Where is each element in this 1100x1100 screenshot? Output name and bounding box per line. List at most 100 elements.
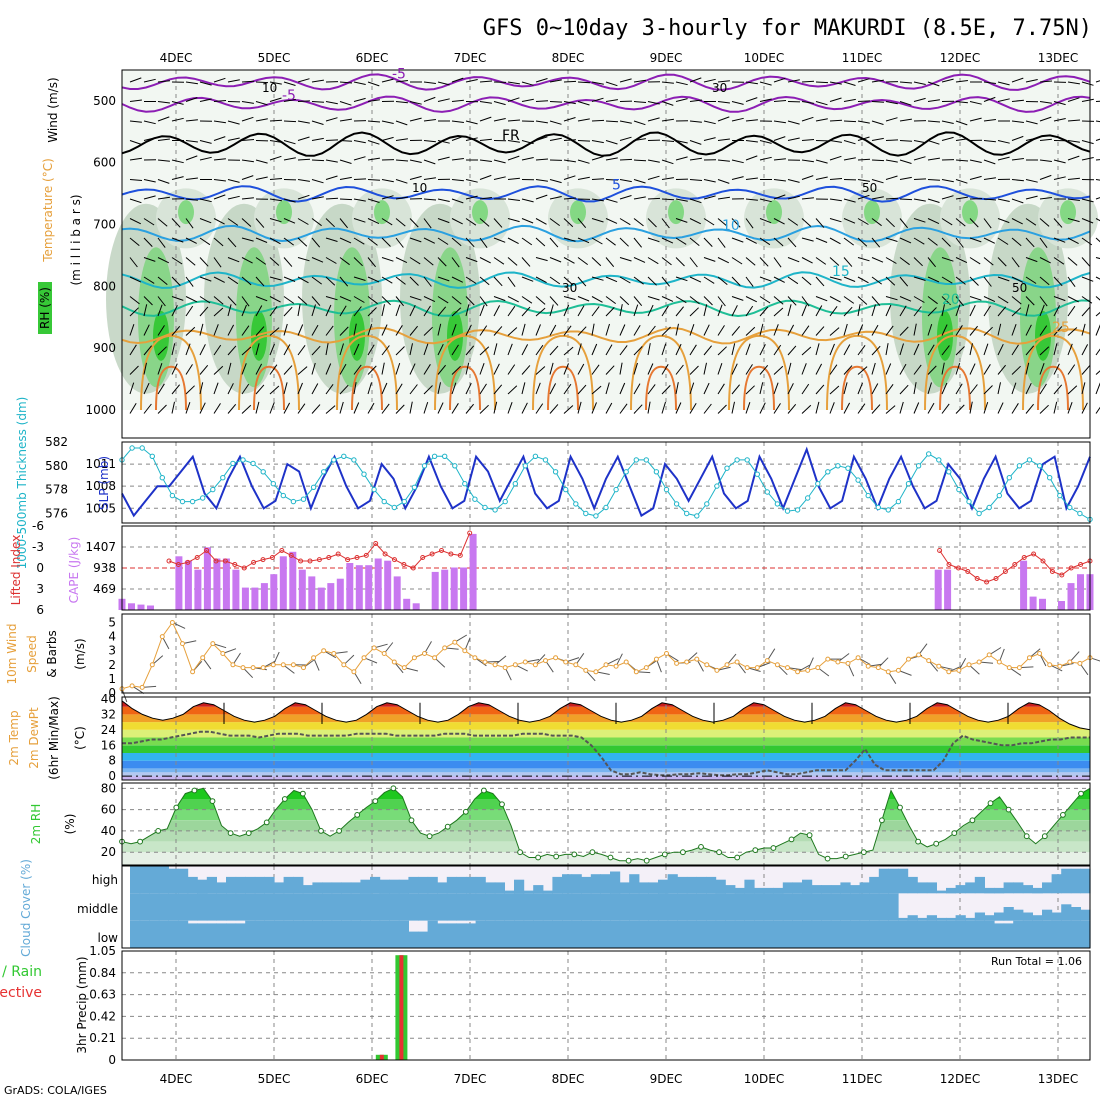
wind-barb xyxy=(437,198,450,202)
wind-point xyxy=(936,663,942,669)
wind-barb xyxy=(227,195,240,200)
wind-point xyxy=(553,655,559,661)
wind-barb xyxy=(871,196,884,200)
wind-barb xyxy=(1067,364,1076,375)
wind-barb xyxy=(941,345,950,356)
thickness-point xyxy=(573,501,579,507)
wind-barb xyxy=(1095,276,1100,280)
cloud-bar xyxy=(331,882,342,894)
wind-point xyxy=(906,656,911,662)
wind-barb xyxy=(297,158,311,161)
cloud-bar xyxy=(898,917,909,921)
wind-point xyxy=(805,667,811,673)
wind-barb xyxy=(801,257,813,264)
wind-barb xyxy=(871,79,884,83)
frame-layer xyxy=(121,69,1091,1061)
wind-barb xyxy=(633,237,642,248)
wind-barb xyxy=(409,363,416,375)
wind-barb xyxy=(703,345,712,356)
thickness-point xyxy=(714,483,720,489)
cape-bar xyxy=(270,574,278,610)
wind-barb xyxy=(801,304,807,317)
warm-isotherm xyxy=(140,334,202,411)
wind-barb xyxy=(661,363,669,375)
thickness-point xyxy=(300,496,307,502)
wind-barb xyxy=(787,195,800,200)
wind-barb xyxy=(395,138,408,141)
thickness-point xyxy=(764,489,770,495)
wind-barb xyxy=(339,237,352,244)
thickness-point xyxy=(835,463,841,469)
wind-barb xyxy=(339,257,350,266)
wind-barb xyxy=(143,120,156,125)
wind-barb xyxy=(493,176,506,180)
surface-gap xyxy=(122,410,1090,438)
wind-barb xyxy=(857,179,870,182)
cloud-bar xyxy=(1042,920,1053,948)
cloud-bar xyxy=(283,920,294,948)
cape-bar xyxy=(317,587,325,610)
cloud-bar xyxy=(1013,882,1024,894)
wind-barb xyxy=(1053,176,1066,180)
thickness-point xyxy=(905,481,912,487)
cloud-bar xyxy=(859,882,870,894)
wind-barb xyxy=(983,401,989,414)
wind-barb xyxy=(927,307,937,317)
wind-barb xyxy=(311,296,321,306)
wind-barb xyxy=(689,324,695,336)
wind-barb xyxy=(521,157,534,161)
cloud-bar xyxy=(418,931,429,948)
wind-point xyxy=(543,658,548,664)
cloud-bar xyxy=(197,923,208,948)
precip-tick: 1.05 xyxy=(89,944,116,958)
precip-conv-bar xyxy=(399,955,404,1060)
wind-barb xyxy=(1095,218,1100,222)
wind-barb xyxy=(549,404,559,414)
wind-barb xyxy=(1095,324,1100,336)
wind-barb xyxy=(703,120,716,125)
wind-barb xyxy=(185,326,196,336)
wind-barb xyxy=(255,401,260,414)
wind-barb xyxy=(997,276,1010,282)
wind-barb xyxy=(871,324,879,336)
thickness-point xyxy=(189,498,196,505)
wind-barb xyxy=(871,296,881,306)
wind-barb xyxy=(647,296,660,301)
wind-barb xyxy=(717,179,730,184)
wind-barb xyxy=(143,78,156,83)
precip-tick: 0.21 xyxy=(89,1031,116,1045)
thickness-point xyxy=(341,453,347,459)
rh-point xyxy=(698,844,704,850)
cloud-bar xyxy=(206,876,217,894)
cloud-level-label: high xyxy=(92,873,118,887)
wind-barb xyxy=(521,237,533,246)
wind-barb xyxy=(521,382,526,395)
li-point xyxy=(1002,569,1008,574)
cloud-bar xyxy=(1032,920,1043,948)
isotherm-line xyxy=(121,326,1091,345)
cloud-bar xyxy=(955,920,966,948)
wind-barb xyxy=(913,97,926,102)
wind-barb xyxy=(1025,218,1037,226)
wind-tick: 2 xyxy=(108,658,116,672)
cloud-bar xyxy=(245,893,256,921)
wind-barb xyxy=(339,296,352,302)
wind-barb xyxy=(507,81,520,85)
precip-conv-bar xyxy=(379,1054,384,1060)
wind-barb xyxy=(213,344,222,356)
wind-barb xyxy=(661,81,674,84)
wind-point xyxy=(482,659,488,665)
wind-barb xyxy=(885,117,898,122)
wind-barb xyxy=(675,98,688,102)
wind-barb xyxy=(885,384,894,395)
thickness-point xyxy=(754,471,760,477)
rh-point xyxy=(860,849,867,856)
wind-barb xyxy=(689,382,695,395)
wind-barb xyxy=(857,324,864,336)
cloud-bar xyxy=(302,920,313,948)
wind-barb xyxy=(1039,296,1048,307)
cape-bar xyxy=(1077,574,1084,610)
wind-barb xyxy=(423,276,432,287)
wind-barb xyxy=(1081,218,1094,224)
wind-barb xyxy=(157,296,166,307)
